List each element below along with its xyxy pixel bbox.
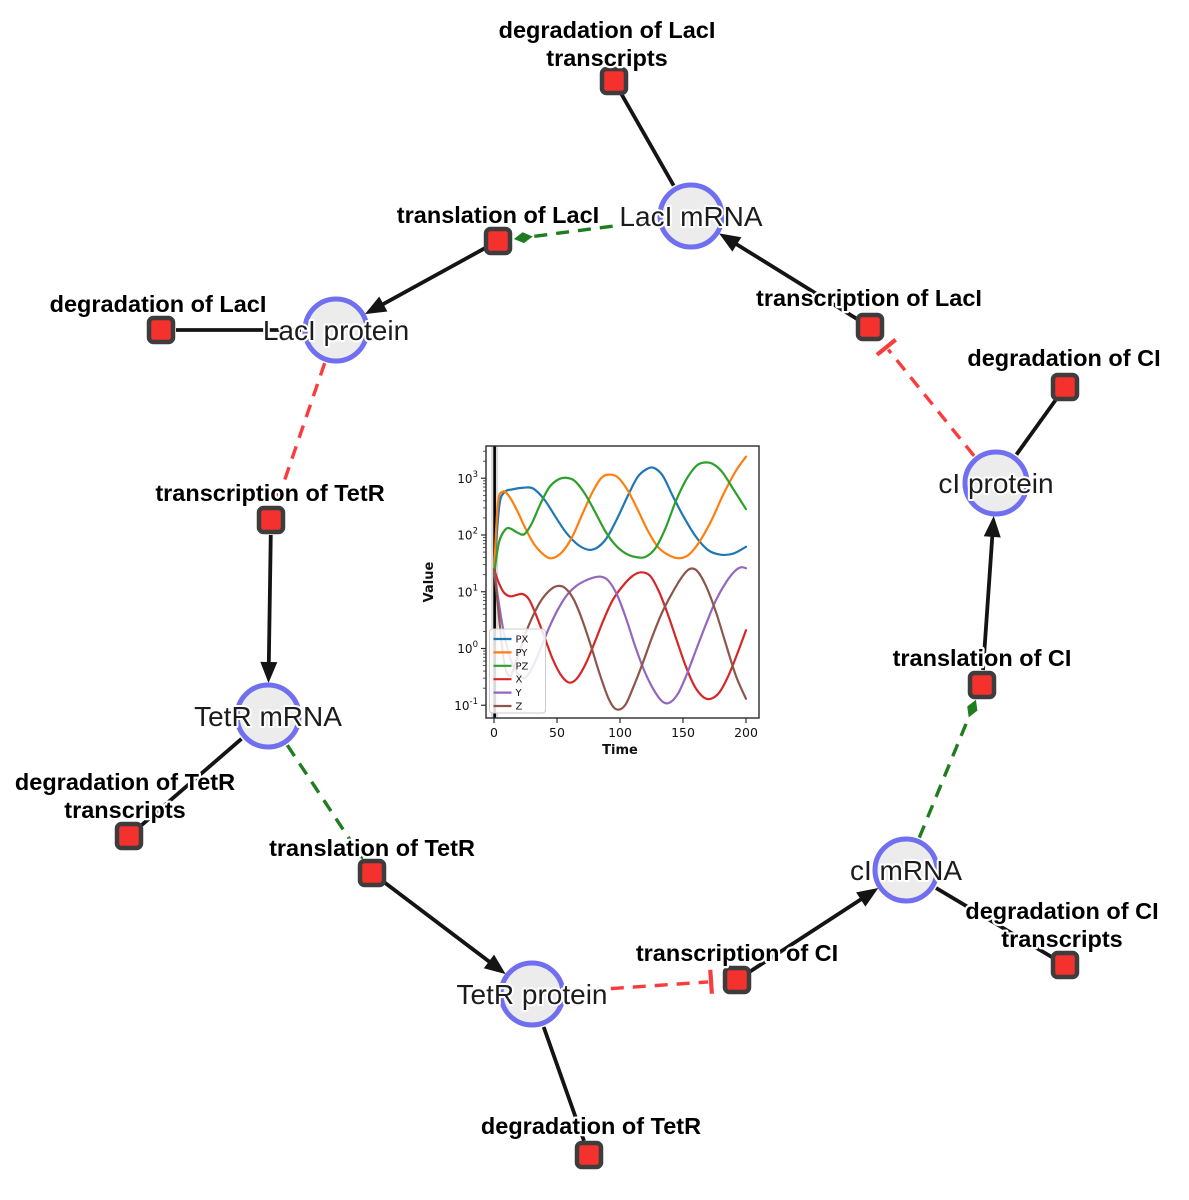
y-tick-label: 10-1 [454,697,478,713]
x-tick-label: 50 [549,725,565,740]
edge-translation-tetr--tetr-protein [382,880,495,966]
chart-legend: PX PY PZ XYZ [489,628,546,714]
edge-translation-tetr--tetr-protein-arrowhead [483,954,506,975]
edges-layer [139,93,1058,1142]
reaction-node-deg-laci-transcripts[interactable] [599,66,629,96]
edge-translation-laci--laci-protein [378,246,486,309]
reaction-node-transcription-tetr[interactable] [256,505,286,535]
reaction-node-degradation-laci[interactable] [146,315,176,345]
reaction-node-deg-tetr-transcripts[interactable] [114,821,144,851]
edge-transcription-ci--ci-mrna [748,895,866,974]
reaction-node-translation-laci[interactable] [483,226,513,256]
edge-transcription-tetr--tetr-mrna-arrowhead [260,661,278,684]
reaction-node-translation-tetr[interactable] [357,858,387,888]
edge-tetr-mrna--translation-tetr [285,744,355,845]
edge-tetr-protein--transcription-ci [566,980,709,994]
species-node-laci-mrna[interactable] [657,182,725,250]
reaction-label-deg-tetr-transcripts: degradation of TetR transcripts [15,769,235,823]
edge-ci-protein--transcription-laci-tbar [875,338,897,357]
edge-laci-protein--transcription-tetr [278,362,327,494]
reaction-node-deg-ci-transcripts[interactable] [1050,950,1080,980]
legend-label-PY: PY [516,648,529,659]
y-tick-label: 101 [457,583,478,599]
edge-ci-mrna--translation-ci-diamond [967,699,978,718]
species-label-laci-mrna: LacI mRNA [619,201,762,232]
edge-tetr-mrna--deg-tetr-transcripts [139,737,243,828]
y-tick-label: 100 [457,640,478,656]
reaction-label-translation-tetr: translation of TetR [269,835,475,861]
y-tick-label: 103 [457,470,478,486]
edge-tetr-protein--transcription-ci-tbar [708,969,714,994]
reaction-label-translation-ci: translation of CI [893,645,1072,671]
species-node-laci-protein[interactable] [302,296,370,364]
y-axis-label: Value [422,561,437,602]
species-label-tetr-mrna: TetR mRNA [194,701,342,732]
species-node-tetr-protein[interactable] [498,960,566,1028]
labels-layer: LacI mRNA LacI protein TetR mRNA TetR prote… [13,15,1163,1142]
reaction-label-degradation-ci: degradation of CI [967,345,1160,371]
reaction-node-transcription-ci[interactable] [722,965,752,995]
reaction-label-transcription-ci: transcription of CI [636,940,838,966]
reaction-node-degradation-tetr[interactable] [574,1140,604,1170]
species-label-ci-protein: cI protein [938,468,1053,499]
reaction-node-transcription-laci[interactable] [855,312,885,342]
x-axis-label: Time [602,743,638,758]
x-tick-label: 200 [734,725,758,740]
chart-frame [485,445,760,719]
legend-label-X: X [516,675,523,686]
reaction-label-translation-laci: translation of LacI [397,202,599,228]
edge-tetr-protein--degradation-tetr [541,1026,586,1142]
x-tick-label: 150 [671,725,695,740]
x-tick-label: 100 [608,725,632,740]
reaction-label-deg-laci-transcripts: degradation of LacI transcripts [499,17,716,71]
edge-laci-protein--transcription-tetr-tbar [267,489,292,502]
reaction-node-translation-ci[interactable] [967,670,997,700]
chart-series-PX [492,466,748,576]
legend-label-Z: Z [516,702,523,713]
reaction-node-degradation-ci[interactable] [1050,372,1080,402]
reaction-label-transcription-tetr: transcription of TetR [155,480,384,506]
chart-series-X [492,568,748,701]
edge-transcription-laci--laci-mrna-arrowhead [719,233,742,252]
inset-chart: 0 50 100 150 200Time10-1100101102103ValuePXP… [422,445,760,758]
legend-label-PX: PX [516,635,529,646]
edge-laci-mrna--deg-laci-transcripts [619,93,676,187]
species-node-ci-protein[interactable] [962,449,1030,517]
edge-translation-laci--laci-protein-arrowhead [364,296,388,315]
edge-ci-protein--degradation-ci [1014,398,1058,456]
species-label-laci-protein: LacI protein [263,315,409,346]
reaction-label-degradation-laci: degradation of LacI [50,291,267,317]
edge-transcription-tetr--tetr-mrna [266,534,273,668]
edge-tetr-mrna--translation-tetr-diamond [352,843,364,860]
nodes-layer [114,66,1080,1170]
reaction-label-deg-ci-transcripts: degradation of CI transcripts [965,898,1158,952]
species-node-ci-mrna[interactable] [872,836,940,904]
chart-series-PY [492,455,748,576]
edge-laci-mrna--translation-laci-diamond [513,232,533,244]
legend-label-Y: Y [515,688,523,699]
edge-ci-protein--transcription-laci [886,348,976,457]
species-label-tetr-protein: TetR protein [457,979,608,1010]
edge-transcription-laci--laci-mrna [731,240,859,321]
species-node-tetr-mrna[interactable] [234,682,302,750]
reaction-label-transcription-laci: transcription of LacI [756,285,982,311]
edge-translation-ci--ci-protein [981,531,995,671]
edge-ci-mrna--deg-ci-transcripts [935,886,1054,959]
edge-translation-ci--ci-protein-arrowhead [983,515,1001,538]
legend-label-PZ: PZ [516,661,529,672]
chart-series-PZ [492,461,748,576]
x-tick-label: 0 [490,725,498,740]
y-tick-label: 102 [457,527,478,543]
species-label-ci-mrna: cI mRNA [850,855,962,886]
edge-ci-mrna--translation-ci [917,716,971,839]
reaction-label-degradation-tetr: degradation of TetR [481,1113,701,1139]
edge-transcription-ci--ci-mrna-arrowhead [856,888,879,907]
